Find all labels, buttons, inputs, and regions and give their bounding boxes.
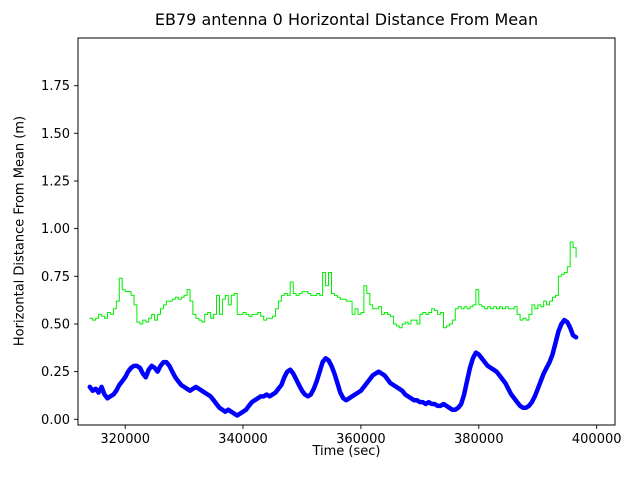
axes-frame [77, 37, 616, 426]
green-line [89, 241, 577, 329]
y-tick-label: 1.75 [41, 79, 70, 94]
y-tick-label: 0.50 [41, 318, 70, 333]
y-tick-label: 1.00 [41, 222, 70, 237]
blue-line [87, 317, 579, 418]
x-tick-label: 320000 [100, 432, 150, 447]
x-tick-label: 360000 [336, 432, 386, 447]
y-tick-label: 1.50 [41, 127, 70, 142]
x-tick-label: 400000 [572, 432, 622, 447]
x-axis-label: Time (sec) [312, 444, 381, 459]
y-tick-label: 0.75 [41, 270, 70, 285]
y-tick-label: 1.25 [41, 175, 70, 190]
x-tick-label: 380000 [454, 432, 504, 447]
chart-title: EB79 antenna 0 Horizontal Distance From … [154, 10, 539, 29]
x-tick-label: 340000 [218, 432, 268, 447]
y-tick-label: 0.25 [41, 365, 70, 380]
y-tick-label: 0.00 [41, 413, 70, 428]
